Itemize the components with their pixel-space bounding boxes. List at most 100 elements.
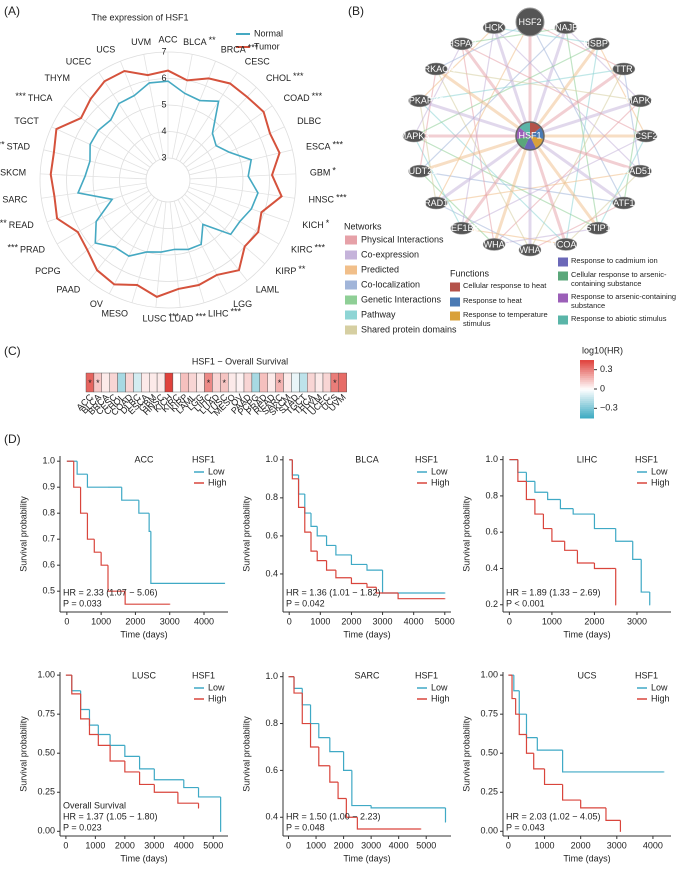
x-tick-label: 5000 (435, 616, 455, 626)
y-tick-label: 0.8 (485, 490, 498, 500)
node (482, 21, 506, 34)
x-tick-label: 0 (506, 840, 511, 850)
spoke (188, 186, 290, 223)
km-step (329, 737, 344, 753)
km-step (301, 693, 311, 725)
km-step (304, 507, 311, 533)
heat-cell (227, 372, 237, 393)
chart-title: LUSC (132, 670, 157, 680)
legend-label: Physical Interactions (361, 234, 444, 244)
significance: *** (0, 218, 7, 228)
significance: ** (298, 264, 306, 274)
km-step (291, 459, 299, 476)
x-tick-label: 1000 (306, 840, 326, 850)
edge (461, 227, 566, 246)
legend-label: Response to arsenic-containing substance (571, 293, 677, 310)
category-label: KIRP (275, 266, 296, 276)
legend-label: Cellular response to arsenic-containing … (571, 271, 667, 288)
edge (529, 68, 625, 251)
km-step (562, 784, 581, 801)
colorbar-step (580, 389, 594, 392)
edge (529, 134, 641, 173)
km-step (301, 688, 311, 706)
node (408, 164, 431, 178)
edge (597, 43, 647, 137)
edge (528, 42, 600, 137)
category-label: UCEC (66, 57, 92, 67)
km-step (576, 550, 595, 564)
legend-label: Tumor (254, 41, 280, 51)
spoke (189, 149, 293, 176)
colorbar-step (580, 406, 594, 409)
spoke (184, 194, 265, 265)
legend-label: Response to abiotic stimulus (571, 315, 667, 323)
category-label: READ (9, 220, 35, 230)
km-step (153, 768, 184, 781)
spoke (186, 190, 280, 245)
category-label: COAD (284, 93, 311, 103)
heat-cell (307, 372, 316, 393)
km-step (342, 751, 352, 771)
km-step (97, 725, 111, 736)
heat-cell (283, 372, 292, 393)
edge (419, 68, 437, 172)
significance: *** (15, 91, 26, 101)
legend-item: Response to temperature stimulus (463, 311, 548, 327)
colorbar-step (580, 408, 594, 411)
legend-title: HSF1 (192, 454, 215, 464)
category-label: KICH (302, 220, 324, 230)
km-step (109, 745, 125, 762)
spoke (185, 105, 273, 168)
edge (413, 135, 463, 229)
km-step (350, 577, 367, 585)
km-step (580, 800, 606, 809)
km-step (381, 570, 445, 594)
edge (461, 135, 647, 229)
km-step (518, 690, 527, 715)
node (450, 37, 474, 51)
significance: ** (209, 35, 217, 45)
x-tick-label: 4000 (404, 616, 424, 626)
colorbar-step (580, 361, 594, 365)
km-step (534, 481, 548, 493)
legend-title: HSF1 (415, 454, 438, 464)
edge (419, 170, 495, 245)
r-tick-label: 6 (161, 73, 166, 83)
y-axis-label: Survival probability (18, 496, 28, 572)
y-tick-label: 0.4 (265, 568, 278, 578)
colorbar-step (580, 371, 594, 375)
edge (413, 43, 463, 137)
edge (494, 227, 599, 246)
x-tick-label: 4000 (389, 840, 409, 850)
legend-label: Low (208, 466, 225, 476)
spoke (56, 190, 150, 245)
edge (435, 67, 531, 138)
x-tick-label: 0 (286, 840, 291, 850)
category-label: UCS (96, 44, 115, 54)
km-step (124, 591, 170, 605)
legend-title: Networks (344, 221, 382, 231)
edge (419, 170, 624, 204)
y-tick-label: 0.00 (480, 826, 498, 836)
node (629, 164, 652, 178)
km-step (534, 499, 544, 515)
km-step (100, 552, 108, 566)
heat-cell (212, 372, 221, 393)
node-label: CSF2 (634, 131, 657, 141)
legend-label: Low (431, 682, 448, 692)
y-tick-label: 0.6 (42, 560, 55, 570)
legend-label: High (651, 477, 670, 487)
km-step (220, 796, 222, 832)
heat-cell (125, 372, 134, 393)
category-label: KIRC (291, 244, 313, 254)
node (408, 94, 431, 108)
heat-cell (180, 372, 189, 393)
heat-cell (235, 372, 245, 393)
km-step (593, 514, 616, 530)
x-tick-label: 1000 (535, 840, 555, 850)
km-step (536, 737, 563, 751)
colorbar-step (580, 390, 594, 394)
node-label: MAPK8 (625, 96, 656, 106)
heat-cell (259, 372, 268, 393)
legend-label: Predicted (361, 264, 399, 274)
